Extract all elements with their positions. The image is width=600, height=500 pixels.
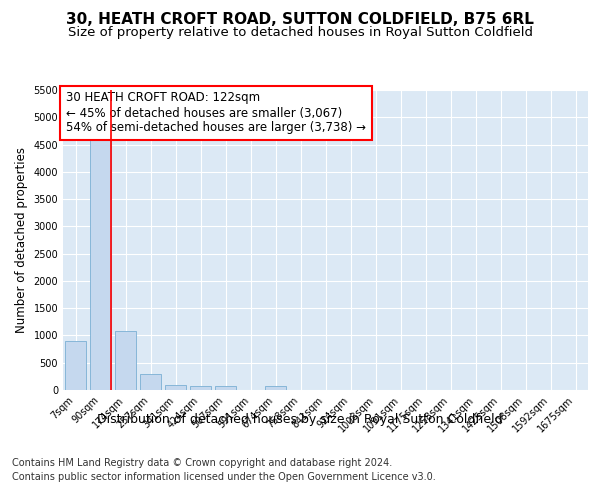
Bar <box>90 140 111 390</box>
Bar <box>140 374 161 390</box>
Text: Distribution of detached houses by size in Royal Sutton Coldfield: Distribution of detached houses by size … <box>97 412 503 426</box>
Text: Contains HM Land Registry data © Crown copyright and database right 2024.: Contains HM Land Registry data © Crown c… <box>12 458 392 468</box>
Bar <box>190 386 211 390</box>
Bar <box>65 341 86 390</box>
Text: 30, HEATH CROFT ROAD, SUTTON COLDFIELD, B75 6RL: 30, HEATH CROFT ROAD, SUTTON COLDFIELD, … <box>66 12 534 28</box>
Bar <box>165 384 186 390</box>
Bar <box>265 386 286 390</box>
Bar <box>215 386 236 390</box>
Text: 30 HEATH CROFT ROAD: 122sqm
← 45% of detached houses are smaller (3,067)
54% of : 30 HEATH CROFT ROAD: 122sqm ← 45% of det… <box>65 92 365 134</box>
Y-axis label: Number of detached properties: Number of detached properties <box>15 147 28 333</box>
Text: Size of property relative to detached houses in Royal Sutton Coldfield: Size of property relative to detached ho… <box>67 26 533 39</box>
Text: Contains public sector information licensed under the Open Government Licence v3: Contains public sector information licen… <box>12 472 436 482</box>
Bar <box>115 332 136 390</box>
